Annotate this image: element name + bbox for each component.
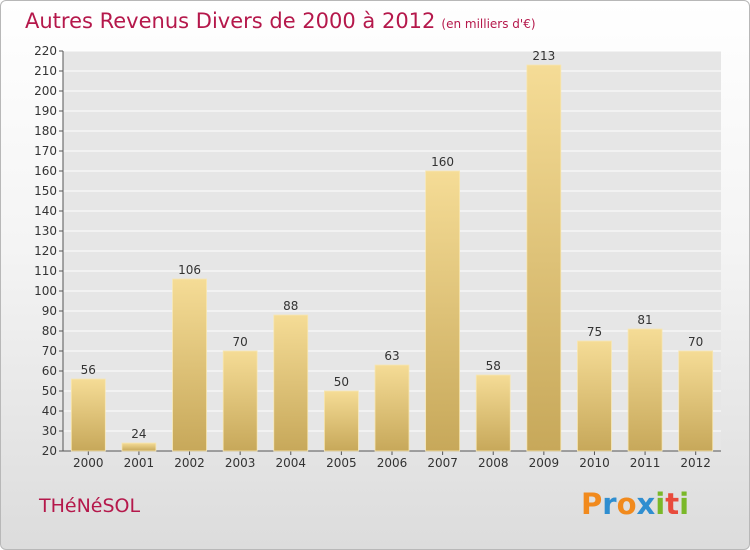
bar-2012	[678, 350, 714, 452]
y-tick-label: 70	[42, 344, 57, 358]
x-tick-label: 2009	[529, 456, 560, 470]
y-tick-label: 80	[42, 324, 57, 338]
y-tick-label: 180	[34, 124, 57, 138]
bar-2002	[172, 278, 207, 452]
x-tick-label: 2000	[73, 456, 104, 470]
bar-2011	[627, 328, 663, 452]
y-tick-label: 210	[34, 64, 57, 78]
x-tick-label: 2010	[579, 456, 610, 470]
data-label: 56	[81, 363, 96, 377]
y-tick-label: 90	[42, 304, 57, 318]
x-tick-label: 2011	[630, 456, 661, 470]
bar-2000	[70, 378, 106, 452]
y-tick-label: 60	[42, 364, 57, 378]
data-label: 63	[384, 349, 399, 363]
logo-letter: i	[679, 487, 690, 521]
x-tick-label: 2012	[680, 456, 711, 470]
y-tick-label: 30	[42, 424, 57, 438]
y-tick-label: 140	[34, 204, 57, 218]
x-tick-label: 2007	[427, 456, 458, 470]
logo-letter: i	[655, 487, 666, 521]
data-label: 50	[334, 375, 349, 389]
commune-name: THéNéSOL	[39, 495, 141, 517]
x-tick-label: 2002	[174, 456, 205, 470]
y-tick-label: 100	[34, 284, 57, 298]
bar-2005	[323, 390, 359, 452]
bars	[70, 64, 714, 452]
bar-2001	[121, 442, 157, 452]
y-tick-label: 130	[34, 224, 57, 238]
data-label: 213	[532, 49, 555, 63]
logo-letter: r	[602, 487, 617, 521]
logo-letter: x	[636, 487, 656, 521]
x-tick-label: 2004	[275, 456, 306, 470]
data-label: 70	[233, 335, 248, 349]
chart-unit: (en milliers d'€)	[441, 17, 536, 31]
bar-2008	[475, 374, 511, 452]
bar-2007	[425, 170, 461, 452]
y-tick-label: 190	[34, 104, 57, 118]
data-label: 58	[486, 359, 501, 373]
y-tick-label: 200	[34, 84, 57, 98]
y-tick-label: 50	[42, 384, 57, 398]
logo-letter: P	[581, 487, 603, 521]
proxiti-logo: Proxiti	[581, 487, 689, 521]
y-tick-label: 220	[34, 44, 57, 58]
y-tick-label: 170	[34, 144, 57, 158]
chart-title: Autres Revenus Divers de 2000 à 2012 (en …	[25, 9, 536, 33]
y-tick-label: 150	[34, 184, 57, 198]
data-label: 24	[131, 427, 146, 441]
bar-2009	[526, 64, 562, 452]
data-label: 70	[688, 335, 703, 349]
logo-letter: t	[665, 487, 680, 521]
data-label: 88	[283, 299, 298, 313]
x-tick-label: 2001	[124, 456, 155, 470]
x-tick-label: 2003	[225, 456, 256, 470]
y-tick-label: 160	[34, 164, 57, 178]
bar-2010	[577, 340, 612, 452]
logo-letter: o	[616, 487, 637, 521]
x-tick-label: 2005	[326, 456, 357, 470]
chart-title-text: Autres Revenus Divers de 2000 à 2012	[25, 9, 436, 33]
x-tick-label: 2008	[478, 456, 509, 470]
y-tick-label: 40	[42, 404, 57, 418]
x-tick-label: 2006	[377, 456, 408, 470]
bar-2003	[222, 350, 258, 452]
data-label: 106	[178, 263, 201, 277]
data-label: 160	[431, 155, 454, 169]
bar-2006	[374, 364, 410, 452]
labels: 56 2000 24 2001 106 2002 70 2003 88 2004 50 2005 63 2…	[73, 49, 711, 470]
data-label: 75	[587, 325, 602, 339]
bar-2004	[273, 314, 309, 452]
y-tick-label: 120	[34, 244, 57, 258]
y-tick-label: 20	[42, 444, 57, 458]
data-label: 81	[637, 313, 652, 327]
y-tick-label: 110	[34, 264, 57, 278]
